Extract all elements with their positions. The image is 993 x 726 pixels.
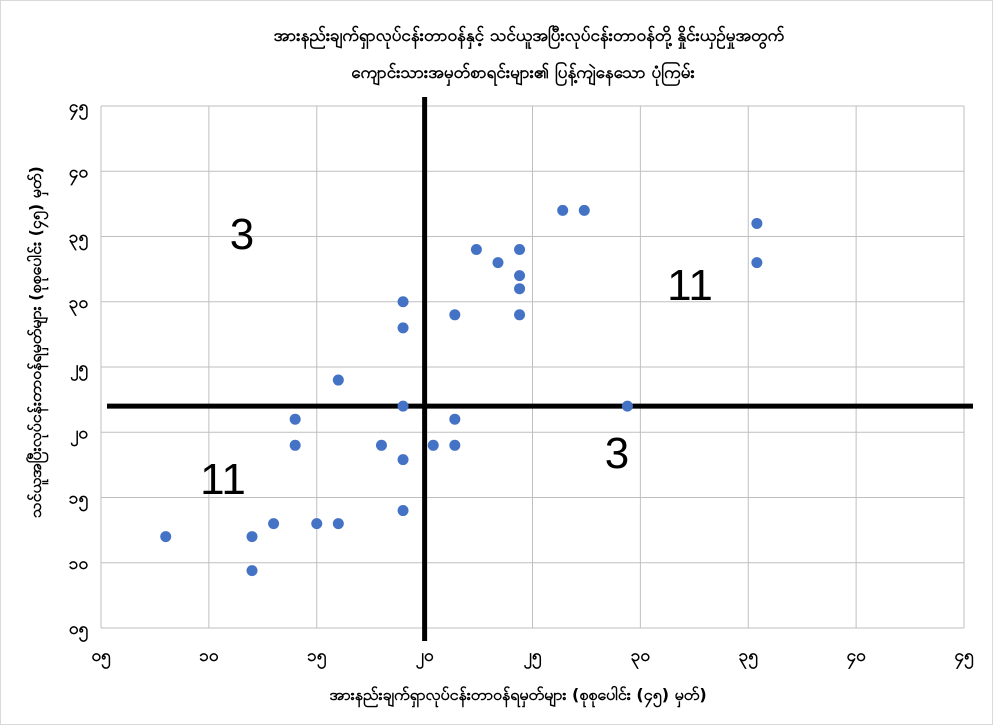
data-point-15 [427,439,439,451]
x-tick-label: ၄၅ [954,646,974,670]
x-axis-title: အားနည်းချက်ရှာလုပ်ငန်းတာဝန်ရမှတ်များ (စု… [329,685,706,708]
chart-title-line-1: အားနည်းချက်ရှာလုပ်ငန်းတာဝန်နှင့် သင်ယူအပ… [274,24,785,50]
data-point-25 [557,204,569,216]
data-point-12 [397,400,409,412]
data-point-18 [449,309,461,321]
y-tick-label: ၄၅ [69,97,89,121]
data-point-17 [449,413,461,425]
data-point-14 [397,296,409,308]
y-tick-label: ၂၅ [70,358,88,382]
data-point-8 [332,374,344,386]
quadrant-count-bottom-right: 3 [605,429,629,478]
x-tick-label: ၃၀ [631,646,651,670]
data-point-11 [397,454,409,466]
y-axis-title: သင်ယူအပြီးလုပ်ငန်းတာဝန်ရမှတ်များ (စုစုပေ… [26,166,49,518]
y-tick-label: ၃၅ [69,228,89,252]
x-tick-label: ၄၀ [847,646,867,670]
y-tick-label: ၄၀ [69,162,89,186]
x-tick-label: ၂၀ [416,646,434,670]
y-tick-label: ၁၀ [69,554,89,574]
data-point-9 [375,439,387,451]
data-point-0 [160,531,172,543]
data-point-4 [289,439,301,451]
quadrant-count-top-left: 3 [230,210,254,259]
data-point-28 [751,257,763,269]
data-point-27 [621,400,633,412]
data-point-7 [332,518,344,530]
y-tick-label: ၀၅ [69,619,89,643]
data-point-22 [514,283,526,295]
x-tick-label: ၁၀ [199,646,219,666]
x-tick-label: ၂၅ [524,646,542,670]
data-point-26 [578,204,590,216]
y-tick-label: ၂၀ [70,423,88,447]
data-point-21 [514,309,526,321]
data-point-10 [397,505,409,517]
x-tick-label: ၃၅ [739,646,759,670]
data-point-6 [311,518,323,530]
y-tick-label: ၃၀ [69,293,89,317]
data-point-5 [289,413,301,425]
quadrant-count-bottom-left: 11 [200,455,246,504]
data-point-24 [514,244,526,256]
data-point-20 [492,257,504,269]
data-point-23 [514,270,526,282]
x-tick-label: ၁၅ [307,646,327,670]
y-tick-label: ၁၅ [69,489,89,513]
data-point-19 [470,244,482,256]
x-tick-label: ၀၅ [91,646,111,670]
data-point-3 [268,518,280,530]
data-point-13 [397,322,409,334]
data-point-29 [751,217,763,229]
quadrant-count-top-right: 11 [667,261,713,310]
chart-title-line-2: ကျောင်းသားအမှတ်စာရင်းများ၏ ပြန့်ကျဲနေသော… [351,60,695,87]
data-point-16 [449,439,461,451]
data-point-1 [246,531,258,543]
data-point-2 [246,565,258,577]
